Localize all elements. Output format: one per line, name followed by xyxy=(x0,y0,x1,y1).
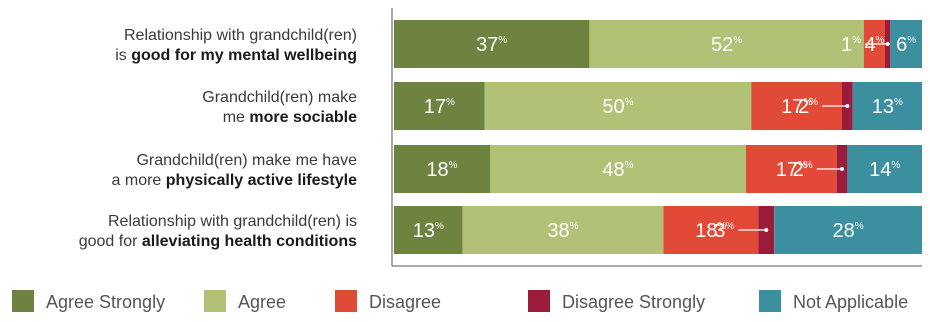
legend-label: Agree Strongly xyxy=(46,292,165,312)
data-label: 37% xyxy=(476,34,507,56)
data-label: 52% xyxy=(711,34,742,56)
category-label-line2: is good for my mental wellbeing xyxy=(115,47,357,64)
bar-segments: 37% 52% 4%1% 6%17% 50% 17%2% 13%18% 48% 17%2% 14%… xyxy=(394,20,922,254)
bar-agree xyxy=(490,145,746,193)
legend-label: Disagree xyxy=(369,292,441,312)
bar-not-applicable xyxy=(774,206,922,254)
bar-agree-strongly xyxy=(394,145,490,193)
legend-swatch-disagree-strongly xyxy=(528,290,550,312)
data-label: 18% xyxy=(695,220,726,242)
legend-swatch-disagree xyxy=(335,290,357,312)
legend: Agree Strongly Agree Disagree Disagree Stro… xyxy=(12,290,908,312)
legend-label: Agree xyxy=(238,292,286,312)
leader-dot xyxy=(764,228,769,232)
data-label: 6% xyxy=(896,34,916,56)
data-label: 14% xyxy=(869,159,900,181)
category-label-line1: Relationship with grandchild(ren) is xyxy=(108,213,357,230)
data-label: 17% xyxy=(781,96,812,118)
data-label: 13% xyxy=(413,220,444,242)
category-labels: Relationship with grandchild(ren) is good… xyxy=(79,27,357,250)
legend-label: Disagree Strongly xyxy=(562,292,705,312)
category-label-line2: good for alleviating health conditions xyxy=(79,233,357,250)
bar-not-applicable xyxy=(847,145,922,193)
bar-agree xyxy=(462,206,664,254)
category-label-line2: me more sociable xyxy=(223,109,357,126)
leader-dot xyxy=(840,167,844,171)
leader-dot xyxy=(885,42,890,46)
legend-swatch-agree xyxy=(204,290,226,312)
bar-agree xyxy=(589,20,864,68)
bar-agree xyxy=(484,82,752,130)
data-label: 48% xyxy=(602,159,633,181)
bar-agree-strongly xyxy=(394,82,485,130)
category-label-line1: Relationship with grandchild(ren) xyxy=(124,27,357,44)
legend-swatch-agree-strongly xyxy=(12,290,34,312)
bar-agree-strongly xyxy=(394,20,590,68)
category-label-line1: Grandchild(ren) make me have xyxy=(136,152,357,169)
data-label: 2% xyxy=(798,96,818,118)
data-label: 4% xyxy=(864,34,884,56)
data-label: 17% xyxy=(424,96,455,118)
data-label: 18% xyxy=(426,159,457,181)
legend-swatch-not-applicable xyxy=(759,290,781,312)
legend-label: Not Applicable xyxy=(793,292,908,312)
data-label: 17% xyxy=(776,159,807,181)
data-label: 38% xyxy=(547,220,578,242)
data-label: 3% xyxy=(714,220,734,242)
category-label-line1: Grandchild(ren) make xyxy=(202,89,357,106)
data-label: 28% xyxy=(833,220,864,242)
category-label-line2: a more physically active lifestyle xyxy=(112,172,358,189)
data-label: 2% xyxy=(793,159,813,181)
bar-agree-strongly xyxy=(394,206,463,254)
data-label: 50% xyxy=(602,96,633,118)
bar-not-applicable xyxy=(890,20,922,68)
data-label: 1% xyxy=(841,34,861,56)
data-label: 13% xyxy=(872,96,903,118)
bar-not-applicable xyxy=(852,82,922,130)
leader-dot xyxy=(845,104,850,108)
